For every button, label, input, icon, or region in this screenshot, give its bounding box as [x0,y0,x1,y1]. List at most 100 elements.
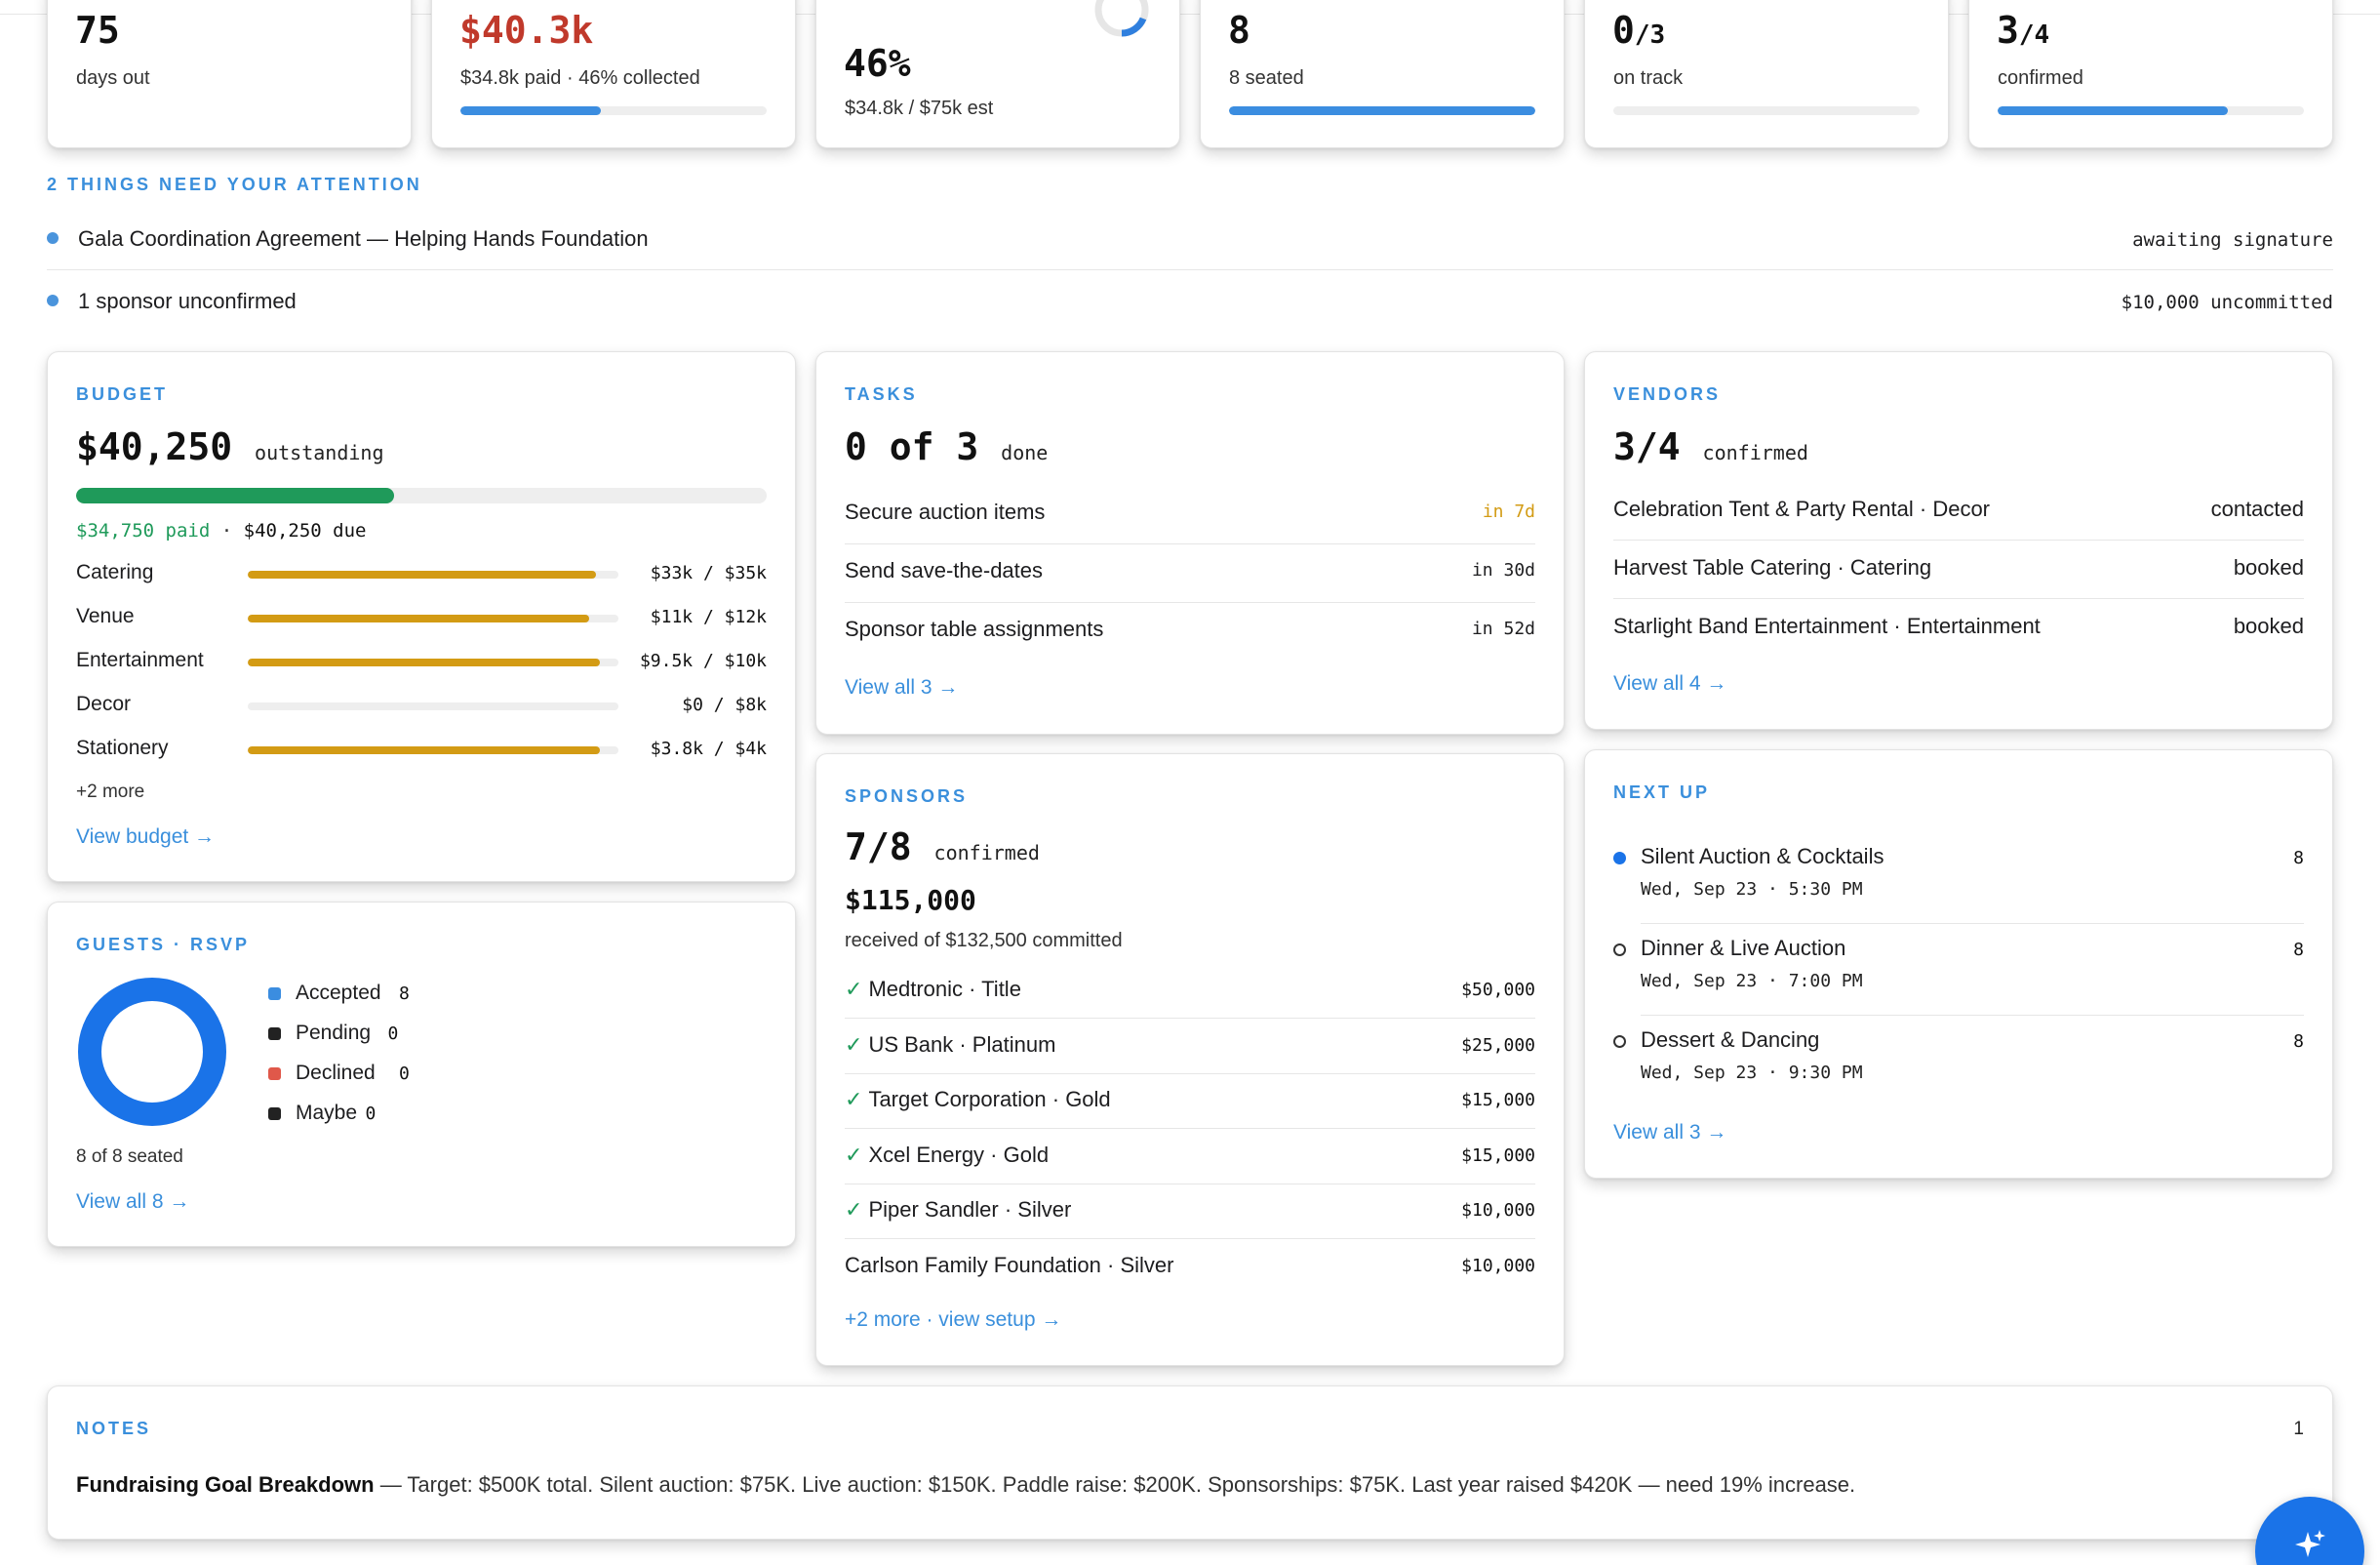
budget-line[interactable]: Decor $0 / $8k [76,690,767,723]
tasks-view-all-link[interactable]: View all 3 → [845,676,959,699]
attention-item[interactable]: Gala Coordination Agreement — Helping Ha… [47,221,2333,260]
rsvp-legend-item: Maybe 0 [268,1099,463,1128]
budget-line-amount: $33k / $35k [650,563,767,583]
sponsor-amount: $50,000 [1461,980,1535,1000]
budget-line[interactable]: Stationery $3.8k / $4k [76,734,767,767]
stat-budget-progress-fill [460,106,602,115]
stat-budget-progress [460,106,767,115]
timeline-dot-icon [1613,1035,1626,1048]
vendors-view-all-link[interactable]: View all 4 → [1613,672,1727,695]
sponsors-card: SPONSORS 7/8 confirmed $115,000 received… [815,753,1565,1366]
sponsor-text-wrap: ✓ Piper Sandler · Silver [845,1197,1071,1223]
task-due: in 7d [1482,502,1535,522]
vendor-status: booked [2233,555,2304,580]
notes-count: 1 [2293,1419,2304,1439]
schedule-item[interactable]: Dessert & Dancing Wed, Sep 23 · 9:30 PM 8 [1613,1027,2304,1105]
sponsor-item[interactable]: Carlson Family Foundation · Silver $10,00… [845,1247,1535,1288]
attention-item[interactable]: 1 sponsor unconfirmed $10,000 uncommitte… [47,283,2333,322]
vendor-item[interactable]: Harvest Table Catering · Catering booked [1613,547,2304,590]
task-item[interactable]: Send save-the-dates in 30d [845,550,1535,593]
sponsor-item[interactable]: ✓ Target Corporation · Gold $15,000 [845,1081,1535,1122]
stat-fundraising-label: $34.8k / $75k est [845,98,994,119]
sponsor-text: Xcel Energy · Gold [868,1142,1050,1167]
sponsors-summary-value: 7/8 [845,825,912,868]
vendors-summary-value: 3/4 [1613,425,1681,468]
stat-tasks-label: on track [1613,67,1684,89]
budget-due: $40,250 due [243,520,367,542]
attention-divider [47,269,2333,270]
budget-title: BUDGET [76,384,168,404]
rsvp-donut-chart [78,978,226,1126]
attention-item-text: 1 sponsor unconfirmed [78,289,297,313]
stat-tasks-count: 0 [1612,9,1635,52]
vendor-divider [1613,540,2304,541]
active-dot-icon [1613,852,1626,864]
tasks-card: TASKS 0 of 3 done Secure auction items in… [815,351,1565,735]
sponsor-amount: $15,000 [1461,1090,1535,1110]
sponsor-item[interactable]: ✓ Piper Sandler · Silver $10,000 [845,1191,1535,1232]
task-text: Secure auction items [845,500,1046,524]
schedule-time: Wed, Sep 23 · 5:30 PM [1641,879,1863,900]
attention-item-text: Gala Coordination Agreement — Helping Ha… [78,226,649,251]
sponsors-view-setup-link[interactable]: +2 more · view setup → [845,1308,1062,1331]
budget-line-name: Stationery [76,737,169,759]
schedule-item[interactable]: Silent Auction & Cocktails Wed, Sep 23 · … [1613,844,2304,922]
stat-vendors-label: confirmed [1998,67,2083,89]
sponsor-item[interactable]: ✓ Xcel Energy · Gold $15,000 [845,1137,1535,1178]
vendors-summary-label: confirmed [1702,441,1808,464]
sparkle-icon [2295,1530,2325,1557]
sponsor-amount: $15,000 [1461,1144,1535,1166]
budget-more: +2 more [76,782,145,802]
stat-card-tasks[interactable]: 0/3 on track [1584,0,1949,148]
stat-card-budget[interactable]: $40.3k $34.8k paid · 46% collected [431,0,796,148]
stat-tasks-value: 0/3 [1612,9,1665,52]
task-text: Send save-the-dates [845,558,1044,582]
budget-line[interactable]: Catering $33k / $35k [76,558,767,591]
budget-paid-line: $34,750 paid · $40,250 due [76,520,366,542]
sponsor-text: Piper Sandler · Silver [868,1197,1072,1222]
guests-view-all-link[interactable]: View all 8 → [76,1190,190,1213]
top-divider [0,14,2380,15]
task-item[interactable]: Sponsor table assignments in 52d [845,609,1535,652]
note-item[interactable]: Fundraising Goal Breakdown — Target: $50… [76,1472,1855,1498]
nextup-view-all-link[interactable]: View all 3 → [1613,1121,1727,1144]
vendor-text: Harvest Table Catering · Catering [1613,555,1932,580]
schedule-item[interactable]: Dinner & Live Auction Wed, Sep 23 · 7:00 … [1613,936,2304,1014]
budget-line-bar [248,571,618,579]
task-text: Sponsor table assignments [845,617,1104,641]
donut-slice-accepted [78,978,226,1126]
sponsor-item[interactable]: ✓ US Bank · Platinum $25,000 [845,1026,1535,1067]
task-due: in 52d [1471,619,1535,639]
budget-line-bar-fill [248,746,600,754]
view-budget-link[interactable]: View budget → [76,825,216,848]
checkmark-icon: ✓ [845,1142,863,1167]
notes-title: NOTES [76,1419,152,1438]
budget-line[interactable]: Venue $11k / $12k [76,602,767,635]
vendor-item[interactable]: Starlight Band Entertainment · Entertain… [1613,606,2304,649]
task-due: in 30d [1471,560,1535,581]
vendor-status: contacted [2210,497,2304,521]
schedule-title: Dessert & Dancing [1641,1027,1820,1052]
sponsors-summary: 7/8 confirmed [845,825,1040,868]
legend-count: 8 [399,983,410,1004]
stat-card-days[interactable]: 75 days out [47,0,412,148]
task-divider [845,543,1535,544]
task-item[interactable]: Secure auction items in 7d [845,492,1535,535]
stat-vendors-count: 3 [1997,9,2019,52]
bullet-icon [47,295,59,306]
legend-count: 0 [387,1023,399,1044]
stat-card-fundraising[interactable]: 46% $34.8k / $75k est [815,0,1180,148]
stat-card-vendors[interactable]: 3/4 confirmed [1968,0,2333,148]
vendor-item[interactable]: Celebration Tent & Party Rental · Decor c… [1613,489,2304,532]
budget-line-amount: $0 / $8k [682,695,767,715]
vendors-title: VENDORS [1613,384,1722,404]
sponsor-amount: $10,000 [1461,1200,1535,1221]
sponsor-item[interactable]: ✓ Medtronic · Title $50,000 [845,971,1535,1012]
stat-card-seating[interactable]: 8 8 seated [1200,0,1565,148]
tasks-summary-value: 0 of 3 [845,425,979,468]
budget-line[interactable]: Entertainment $9.5k / $10k [76,646,767,679]
legend-count: 0 [399,1063,410,1084]
stat-vendors-progress-fill [1998,106,2228,115]
sponsor-text-wrap: ✓ Medtronic · Title [845,977,1021,1002]
legend-count: 0 [365,1104,377,1124]
